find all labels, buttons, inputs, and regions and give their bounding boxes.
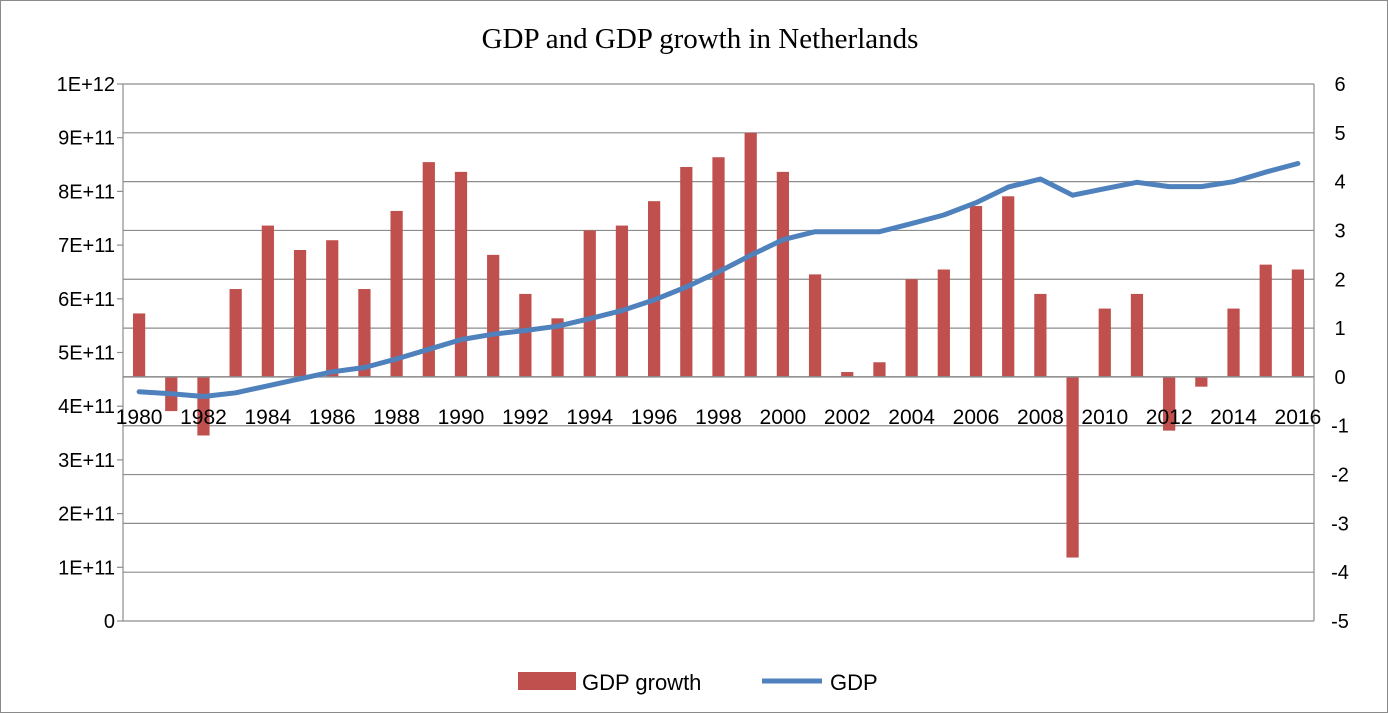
right-y-tick-label: -5 [1331,611,1349,633]
x-tick-label: 2002 [824,406,871,429]
bar-gdp-growth-1994 [583,230,596,377]
gdp-growth-bars [132,132,1305,558]
right-y-tick-label: -2 [1331,465,1349,487]
bar-gdp-growth-2014 [1227,308,1240,377]
legend-label-gdp: GDP [830,670,878,695]
right-y-tick-label: -4 [1331,562,1349,584]
bar-gdp-growth-1988 [390,210,403,377]
bar-gdp-growth-1990 [454,171,468,377]
bar-gdp-growth-1995 [615,225,629,377]
bar-gdp-growth-2002 [841,372,854,377]
right-y-tick-label: 2 [1334,269,1345,291]
x-tick-label: 2010 [1081,406,1128,429]
x-tick-label: 2014 [1210,406,1257,429]
bar-gdp-growth-1987 [358,289,371,377]
bar-gdp-growth-2000 [776,171,789,377]
left-y-tick-label: 0 [104,611,115,633]
x-tick-label: 2012 [1146,406,1193,429]
bar-gdp-growth-1989 [422,162,435,377]
bar-gdp-growth-1983 [229,289,242,377]
x-tick-label: 1984 [244,406,291,429]
right-y-tick-label: 0 [1334,367,1345,389]
right-y-tick-label: -3 [1331,513,1349,535]
chart-title: GDP and GDP growth in Netherlands [482,23,919,55]
gdp-line [136,161,1301,399]
right-y-tick-label: -1 [1331,416,1349,438]
left-y-tick-label: 6E+11 [58,289,115,311]
bar-gdp-growth-2010 [1098,308,1111,377]
left-y-tick-label: 8E+11 [58,181,115,203]
x-tick-label: 1986 [309,406,356,429]
bar-gdp-growth-1996 [648,201,661,377]
bar-gdp-growth-1991 [487,254,500,377]
legend: GDP growth GDP [518,670,878,695]
left-y-tick-label: 1E+12 [57,74,115,96]
left-y-tick-label: 9E+11 [58,128,115,150]
bar-gdp-growth-2012 [1163,376,1176,431]
bar-gdp-growth-2004 [905,279,918,377]
right-y-tick-label: 3 [1334,220,1345,242]
x-tick-label: 2008 [1017,406,1064,429]
bar-gdp-growth-1982 [197,376,210,436]
gdp-series-line [136,161,1301,399]
x-tick-label: 1994 [566,406,613,429]
x-tick-label: 1980 [116,406,163,429]
bar-gdp-growth-1980 [132,313,146,377]
bar-gdp-growth-1993 [551,318,564,377]
left-y-tick-label: 5E+11 [58,343,115,365]
x-tick-label: 1988 [373,406,420,429]
bar-gdp-growth-2008 [1034,293,1047,377]
bar-gdp-growth-2005 [937,269,950,377]
bar-gdp-growth-2009 [1066,376,1079,558]
bar-gdp-growth-1997 [680,166,693,377]
left-y-tick-label: 1E+11 [58,557,115,579]
x-tick-label: 1996 [631,406,678,429]
right-y-tick-label: 4 [1334,172,1345,194]
x-tick-label: 1990 [438,406,485,429]
bar-gdp-growth-1992 [519,293,532,377]
left-y-tick-label: 4E+11 [58,396,115,418]
left-y-axis-ticks: 0 1E+11 2E+11 3E+11 4E+11 5E+11 6E+11 7E+11 8E+1… [57,74,115,633]
right-y-tick-label: 6 [1334,74,1345,96]
bar-gdp-growth-2003 [873,362,886,377]
x-tick-label: 1998 [695,406,742,429]
x-tick-label: 1982 [180,406,227,429]
x-tick-label: 2004 [888,406,935,429]
bar-gdp-growth-2011 [1130,293,1144,377]
bar-gdp-growth-2013 [1195,376,1208,387]
bar-gdp-growth-2015 [1259,264,1272,377]
bar-gdp-growth-1984 [261,225,274,377]
right-y-tick-label: 5 [1334,123,1345,145]
left-y-tick-label: 7E+11 [58,235,115,257]
bar-gdp-growth-2016 [1291,269,1305,377]
right-y-axis-ticks: -5 -4 -3 -2 -1 0 1 2 3 4 5 6 [1331,74,1349,633]
x-axis-ticks: 1980 1982 1984 1986 1988 1990 1992 1994 1996 1998… [116,406,1322,429]
x-tick-label: 2006 [953,406,1000,429]
left-y-tick-label: 2E+11 [58,504,115,526]
legend-swatch-gdp-growth [518,672,576,690]
bar-gdp-growth-2001 [808,274,822,377]
x-tick-label: 2000 [760,406,807,429]
bar-gdp-growth-2006 [969,206,983,377]
x-tick-label: 2016 [1275,406,1322,429]
left-y-tick-label: 3E+11 [58,450,115,472]
right-y-tick-label: 1 [1334,318,1345,340]
bar-gdp-growth-2007 [1002,196,1015,377]
bar-gdp-growth-1985 [293,249,307,377]
bar-gdp-growth-1998 [712,157,725,377]
bar-gdp-growth-1986 [326,240,339,377]
legend-label-gdp-growth: GDP growth [582,670,701,695]
x-tick-label: 1992 [502,406,549,429]
